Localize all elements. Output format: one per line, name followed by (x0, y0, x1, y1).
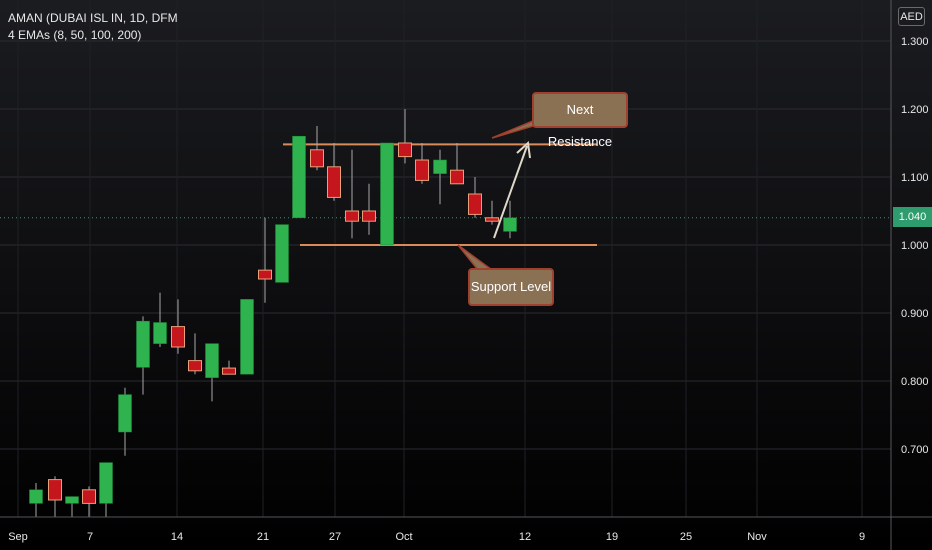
candle-body-down (450, 169, 464, 185)
y-tick-label: 0.900 (901, 308, 929, 320)
candle[interactable] (65, 496, 79, 517)
candle[interactable] (188, 333, 202, 375)
candle[interactable] (362, 183, 376, 235)
candle[interactable] (433, 149, 447, 205)
candle[interactable] (345, 149, 359, 239)
candle-body-down (362, 210, 376, 222)
candle[interactable] (380, 142, 394, 246)
candle-body-up (99, 462, 113, 504)
candle-body-down (222, 367, 236, 375)
candle[interactable] (450, 143, 464, 185)
candle[interactable] (485, 200, 499, 225)
last-price-badge: 1.040 (893, 207, 932, 227)
candle[interactable] (171, 299, 185, 354)
level-lines (283, 143, 597, 246)
candle[interactable] (258, 217, 272, 303)
x-tick-label: 21 (257, 531, 269, 543)
candle-body-up (65, 496, 79, 504)
resistance-callout: Next Resistance (532, 92, 628, 149)
candle[interactable] (222, 360, 236, 375)
candle[interactable] (240, 299, 254, 375)
candle-body-up (240, 299, 254, 375)
y-tick-label: 1.300 (901, 36, 929, 48)
candle-body-up (292, 135, 306, 219)
candle-body-down (468, 193, 482, 215)
candle-body-up (118, 394, 132, 433)
x-tick-label: 25 (680, 531, 692, 543)
candles[interactable] (29, 109, 517, 517)
candle-body-down (310, 149, 324, 168)
y-tick-label: 0.800 (901, 376, 929, 388)
candle-body-up (433, 159, 447, 174)
candle-body-down (258, 269, 272, 280)
candle-body-down (415, 159, 429, 181)
y-tick-label: 1.200 (901, 104, 929, 116)
indicator-legend[interactable]: 4 EMAs (8, 50, 100, 200) (8, 28, 142, 42)
candle[interactable] (99, 462, 113, 517)
candle-body-up (29, 489, 43, 504)
support-callout-pointer (457, 244, 495, 271)
candle-body-down (188, 360, 202, 372)
candle[interactable] (327, 143, 341, 201)
x-tick-label: Nov (747, 531, 767, 543)
support-callout: Support Level (468, 268, 554, 306)
x-tick-label: 27 (329, 531, 341, 543)
candle[interactable] (292, 135, 306, 219)
x-tick-label: 7 (87, 531, 93, 543)
annotation-arrows (457, 112, 553, 271)
candle-body-down (82, 489, 96, 504)
x-tick-label: 14 (171, 531, 183, 543)
y-tick-label: 1.100 (901, 172, 929, 184)
candle[interactable] (275, 224, 289, 283)
x-tick-label: Sep (8, 531, 28, 543)
grid (0, 0, 891, 517)
candle[interactable] (503, 200, 517, 239)
candle-body-down (398, 142, 412, 158)
candle-body-down (345, 210, 359, 222)
candle[interactable] (468, 177, 482, 218)
candle[interactable] (82, 486, 96, 517)
candle[interactable] (398, 109, 412, 164)
currency-badge[interactable]: AED (898, 7, 925, 26)
projection-arrow-head (516, 140, 531, 159)
candle-body-down (485, 217, 499, 222)
x-tick-label: 9 (859, 531, 865, 543)
y-tick-label: 0.700 (901, 444, 929, 456)
projection-arrow-shaft (493, 145, 528, 239)
candle[interactable] (205, 343, 219, 402)
candle-body-up (205, 343, 219, 378)
candle-body-down (48, 479, 62, 501)
candle[interactable] (415, 143, 429, 184)
candle-body-up (380, 142, 394, 246)
candle[interactable] (118, 387, 132, 456)
x-tick-label: 12 (519, 531, 531, 543)
x-tick-label: 19 (606, 531, 618, 543)
candle[interactable] (48, 476, 62, 517)
candle-body-up (503, 217, 517, 232)
y-tick-label: 1.000 (901, 240, 929, 252)
chart-header: AMAN (DUBAI ISL IN, 1D, DFM 4 EMAs (8, 5… (8, 10, 178, 44)
candle[interactable] (310, 126, 324, 171)
candle[interactable] (29, 483, 43, 517)
candle-body-up (275, 224, 289, 283)
x-tick-label: Oct (395, 531, 412, 543)
candle[interactable] (153, 292, 167, 347)
candle[interactable] (136, 316, 150, 395)
candle-body-up (136, 320, 150, 368)
symbol-title: AMAN (DUBAI ISL IN, 1D, DFM (8, 11, 178, 25)
candle-body-up (153, 322, 167, 344)
candle-body-down (171, 326, 185, 348)
candle-body-down (327, 166, 341, 198)
